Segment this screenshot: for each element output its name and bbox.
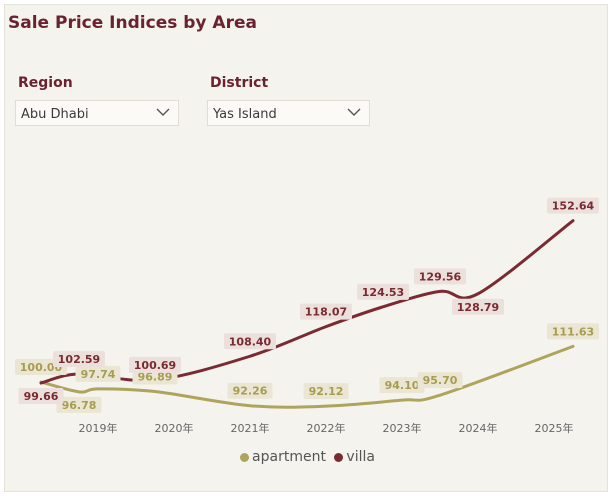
x-tick-label: 2023年	[383, 421, 422, 435]
data-label: 96.89	[138, 371, 173, 384]
district-select-value: Yas Island	[213, 107, 277, 122]
legend-marker-apartment	[240, 452, 250, 462]
data-label-box	[18, 388, 64, 405]
data-label: 128.79	[457, 301, 499, 314]
data-label-box	[224, 333, 276, 350]
x-tick-label: 2024年	[459, 421, 498, 435]
data-label: 96.78	[62, 399, 97, 412]
district-filter-label: District	[210, 75, 269, 91]
x-tick-label: 2021年	[231, 421, 270, 435]
region-select[interactable]: Abu Dhabi	[15, 100, 179, 126]
data-label-box	[56, 396, 102, 413]
legend-label-apartment: apartment	[252, 449, 326, 465]
data-label-box	[300, 303, 352, 320]
data-label-box	[129, 356, 181, 373]
data-label-box	[452, 298, 504, 315]
data-label: 99.66	[24, 390, 59, 403]
x-tick-label: 2019年	[79, 421, 118, 435]
region-select-value: Abu Dhabi	[21, 107, 89, 122]
data-label: 92.12	[309, 385, 344, 398]
chevron-down-icon	[156, 108, 170, 116]
data-label: 94.10	[385, 379, 420, 392]
district-select[interactable]: Yas Island	[207, 100, 370, 126]
data-label-box	[414, 268, 466, 285]
data-label: 129.56	[419, 270, 462, 283]
data-label: 100.00	[20, 361, 63, 374]
data-label: 118.07	[305, 306, 347, 319]
data-label-box	[379, 377, 425, 394]
data-label-box	[357, 283, 409, 300]
data-label-box	[227, 382, 273, 399]
report-panel	[4, 4, 608, 492]
apartment-series-line	[39, 344, 575, 409]
region-filter-label: Region	[18, 75, 73, 91]
chart-legend: apartment villa	[0, 449, 615, 466]
legend-item-villa[interactable]: villa	[334, 449, 375, 465]
chevron-down-icon	[347, 108, 361, 116]
data-label: 102.59	[58, 353, 100, 366]
legend-marker-villa	[334, 452, 344, 462]
data-label-box	[53, 351, 105, 368]
page-title: Sale Price Indices by Area	[8, 13, 257, 33]
data-label: 124.53	[362, 286, 404, 299]
data-label: 92.26	[233, 385, 268, 398]
data-label-box	[547, 323, 599, 340]
data-label-box	[547, 197, 599, 214]
x-tick-label: 2020年	[155, 421, 194, 435]
legend-item-apartment[interactable]: apartment	[240, 449, 326, 465]
data-label: 97.74	[81, 368, 116, 381]
x-tick-label: 2022年	[307, 421, 346, 435]
data-label: 111.63	[552, 325, 594, 338]
data-label: 100.69	[134, 359, 176, 372]
data-label: 95.70	[423, 374, 458, 387]
x-tick-label: 2025年	[535, 421, 574, 435]
data-label-box	[75, 365, 121, 382]
data-label: 108.40	[229, 335, 272, 348]
data-label: 152.64	[552, 200, 595, 213]
data-label-box	[303, 383, 349, 400]
data-label-box	[417, 372, 463, 389]
legend-label-villa: villa	[346, 449, 375, 465]
